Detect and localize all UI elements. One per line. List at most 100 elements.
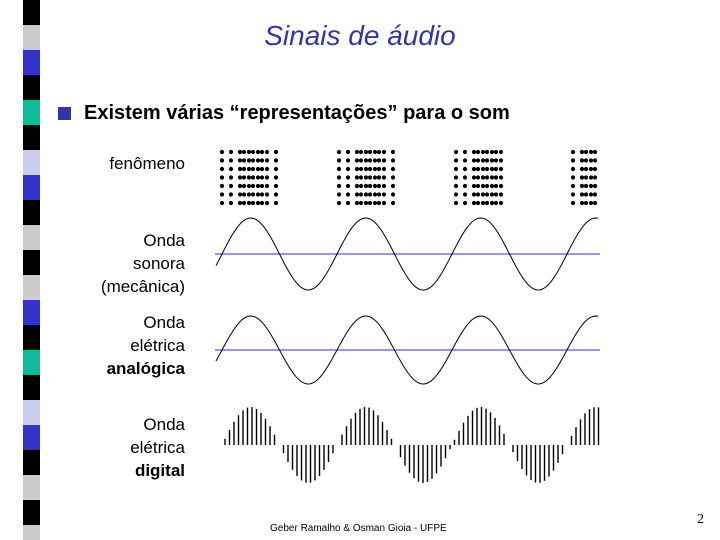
dot [376,192,382,197]
dot [358,200,364,206]
dot [372,183,378,189]
dot [475,158,481,163]
dot [484,183,490,189]
sine-wave [215,315,599,385]
dot [363,200,369,206]
dot [358,175,364,180]
dot [358,192,364,197]
dot [453,200,459,206]
dot [237,183,243,189]
dot [372,192,378,197]
dot [273,149,279,155]
decorative-stripe [23,0,40,540]
dot [475,166,481,172]
dot [345,192,351,197]
dot [583,166,589,172]
dot [489,158,495,163]
dot [489,166,495,172]
dot [381,158,387,163]
footer-credit: Geber Ramalho & Osman Gioia - UFPE [270,523,447,534]
stripe-block [23,250,40,275]
stripe-block [23,100,40,125]
dot [588,192,594,197]
dot [354,158,360,163]
dot [583,149,589,155]
dot [588,175,594,180]
dot [493,200,499,206]
stripe-block [23,200,40,225]
dot [493,149,499,155]
dot [264,192,270,197]
dot [358,183,364,189]
dot [453,175,459,180]
dot [588,158,594,163]
dot [480,192,486,197]
dot [498,175,504,180]
dot [255,149,261,155]
dot [228,158,234,163]
dot [570,175,576,180]
dot [579,183,585,189]
dot [372,175,378,180]
dot [390,175,396,180]
dot [354,183,360,189]
dot [241,166,247,172]
dot [480,183,486,189]
slide-title: Sinais de áudio [264,20,456,51]
dot [354,200,360,206]
dot [493,166,499,172]
dot [241,158,247,163]
dot [354,175,360,180]
dot [345,158,351,163]
dot [363,192,369,197]
dot [489,175,495,180]
label-onda-analogica: Onda elétrica analógica [106,313,185,378]
stripe-block [23,375,40,400]
dot [583,200,589,206]
dot [250,200,256,206]
dot [579,200,585,206]
dot [475,200,481,206]
stripe-block [23,275,40,300]
dot [489,149,495,155]
bullet-text: Existem várias “representações” para o s… [84,102,510,124]
stripe-block [23,425,40,450]
dot [570,183,576,189]
dot [336,183,342,189]
dot [484,175,490,180]
dot [381,175,387,180]
dot [471,183,477,189]
dot [381,200,387,206]
dot [583,175,589,180]
dot [367,183,373,189]
dot [390,192,396,197]
dot [592,183,598,189]
dot [489,192,495,197]
dot [462,175,468,180]
dot [570,149,576,155]
dot [336,200,342,206]
dot [264,175,270,180]
dot [462,183,468,189]
dot [250,158,256,163]
dot [345,166,351,172]
dot [367,200,373,206]
dot [228,192,234,197]
dot [381,183,387,189]
dot [471,149,477,155]
dot [264,183,270,189]
dot [376,158,382,163]
dot [255,192,261,197]
dot [336,192,342,197]
dot [219,175,225,180]
dot [372,158,378,163]
dot [273,192,279,197]
dot [592,192,598,197]
dot [390,200,396,206]
dot [367,158,373,163]
dot [219,200,225,206]
dot [241,149,247,155]
sound-wave-plot [215,217,600,291]
dot [376,149,382,155]
